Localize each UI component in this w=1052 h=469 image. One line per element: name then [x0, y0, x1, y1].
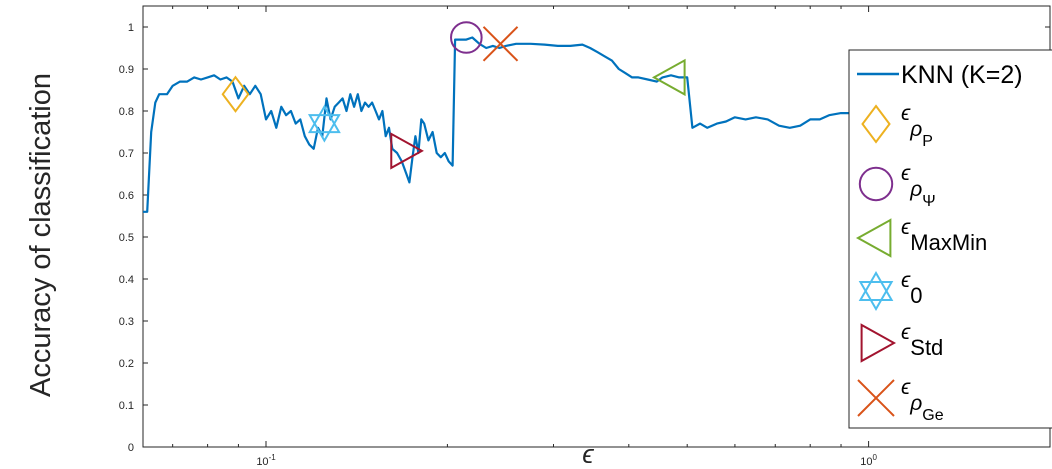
legend-label: ϵρP	[901, 102, 933, 150]
marker-hexagram-b	[307, 114, 341, 143]
x-axis-label: ϵ	[582, 439, 594, 469]
legend-marker	[858, 166, 894, 202]
marker-hexagram	[307, 104, 341, 134]
marker-triangle-right	[390, 132, 424, 170]
y-tick-label: 0.8	[119, 106, 134, 118]
marker-x	[482, 26, 519, 62]
legend-label: ϵρGe	[901, 376, 944, 424]
y-tick-label: 0.2	[119, 358, 134, 370]
legend-label: ϵρΨ	[901, 162, 936, 210]
marker-diamond	[221, 75, 250, 113]
legend-label: ϵStd	[901, 321, 943, 360]
legend: KNN (K=2) ϵρP ϵρΨ ϵMaxMin ϵ0 ϵStd ϵρGe	[848, 49, 1052, 429]
series-layer	[143, 36, 882, 213]
x-tick-label: 10-1	[256, 453, 276, 468]
y-tick-label: 0	[128, 442, 134, 454]
legend-label: ϵ0	[901, 269, 923, 308]
legend-marker	[855, 218, 892, 258]
markers-layer	[221, 21, 686, 170]
x-tick-label: 100	[860, 453, 877, 468]
y-tick-label: 0.7	[119, 148, 134, 160]
legend-marker	[857, 379, 895, 417]
marker-triangle-left	[651, 58, 686, 97]
y-tick-label: 1	[128, 22, 134, 34]
y-tick-label: 0.6	[119, 190, 134, 202]
y-tick-label: 0.1	[119, 400, 134, 412]
y-tick-label: 0.4	[119, 274, 134, 286]
y-axis-label: Accuracy of classification	[25, 73, 57, 397]
marker-circle	[450, 21, 483, 54]
y-tick-label: 0.5	[119, 232, 134, 244]
series-line	[143, 36, 882, 213]
legend-marker-b	[858, 281, 894, 311]
legend-label: ϵMaxMin	[901, 216, 987, 255]
legend-box	[848, 49, 1052, 429]
legend-label: KNN (K=2)	[901, 61, 1023, 89]
legend-marker	[860, 323, 897, 363]
labels-layer: Accuracy of classification ϵ	[25, 73, 594, 469]
y-tick-label: 0.9	[119, 64, 134, 76]
y-tick-label: 0.3	[119, 316, 134, 328]
legend-marker	[858, 271, 894, 301]
legend-marker	[861, 104, 891, 144]
